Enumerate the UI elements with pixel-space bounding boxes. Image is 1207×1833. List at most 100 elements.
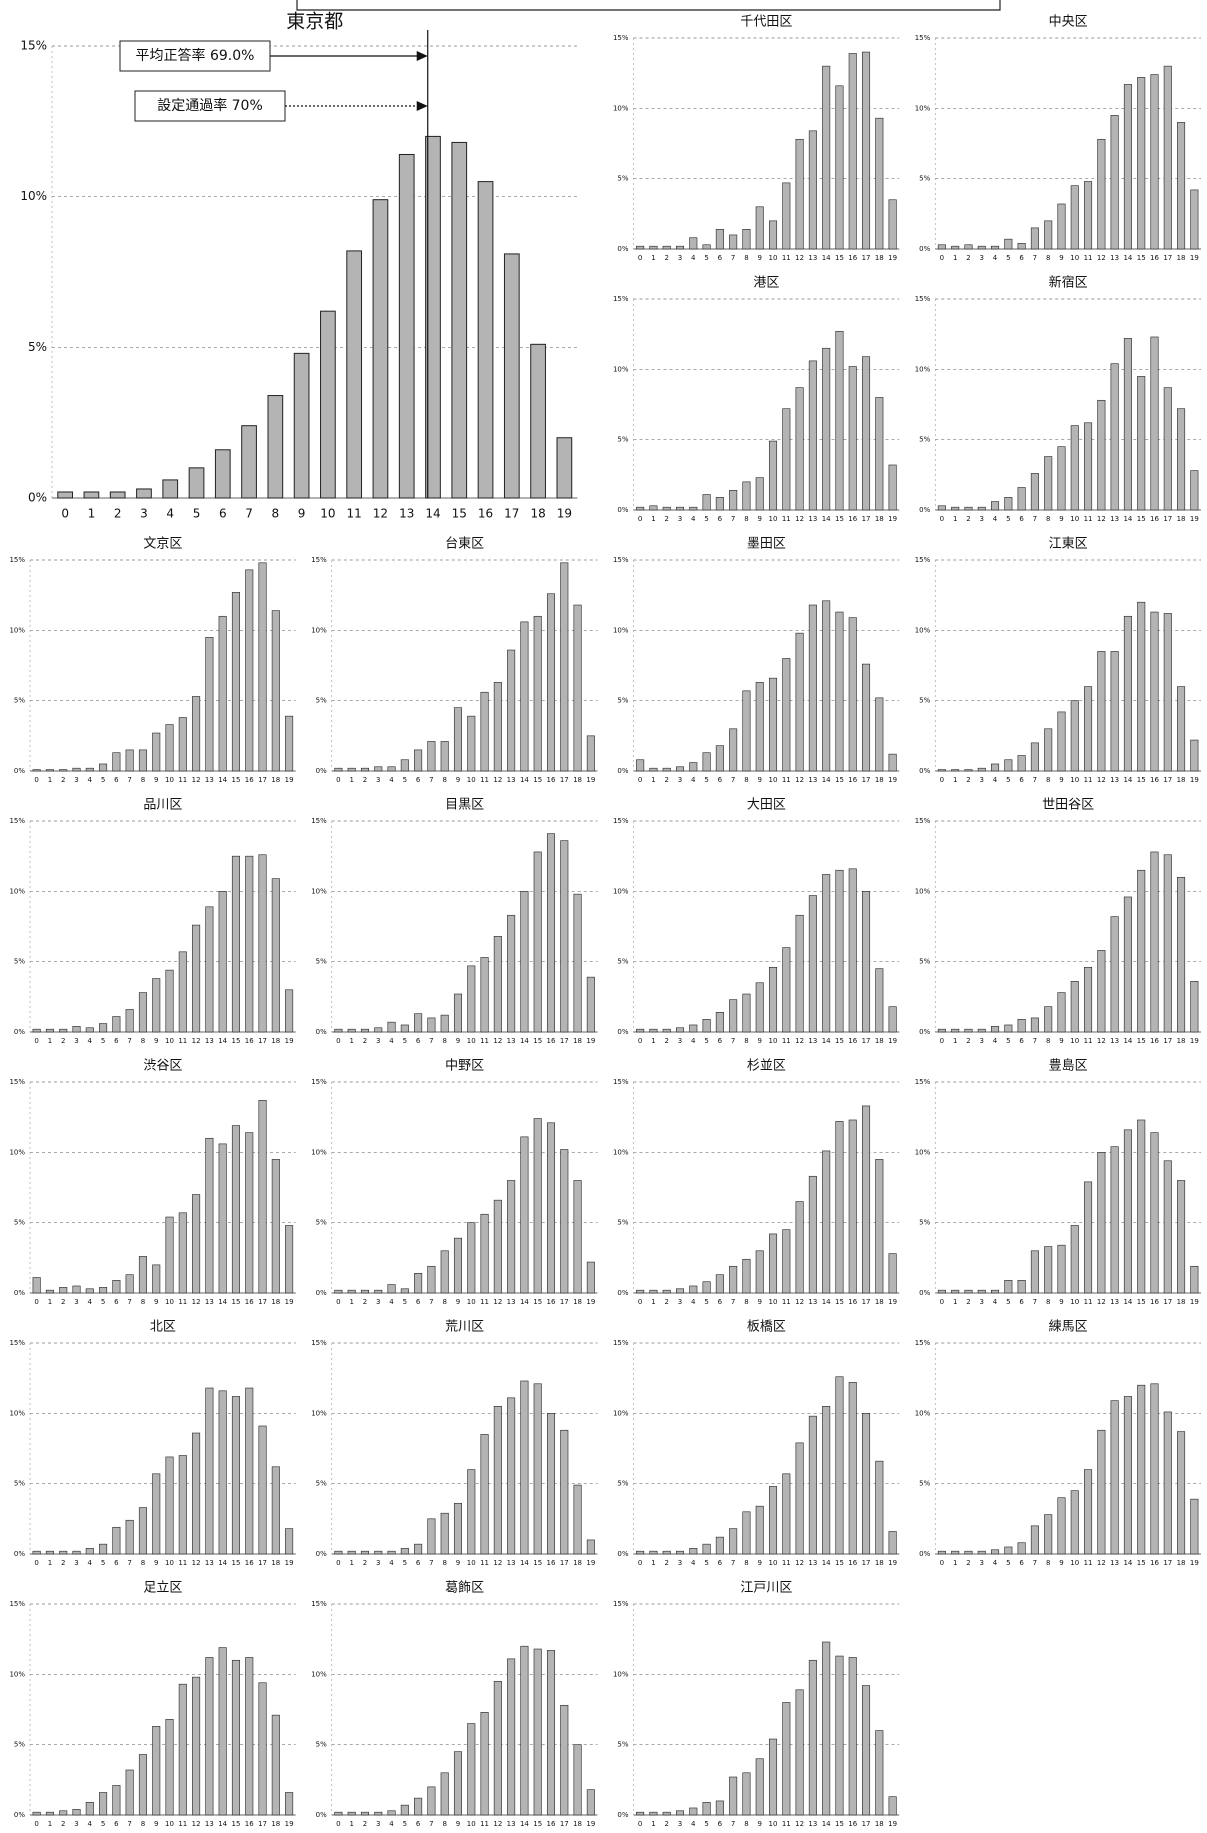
x-tick-label: 12 [493,776,502,784]
x-tick-label: 14 [520,776,529,784]
y-tick-label: 0% [617,506,628,514]
bar [573,893,582,1033]
x-tick-label: 16 [245,1298,254,1306]
x-tick-label: 2 [664,254,668,262]
x-tick-label: 7 [429,1559,433,1567]
x-tick-label: 2 [363,1298,367,1306]
x-tick-label: 8 [1046,1037,1050,1045]
x-tick-label: 10 [467,1037,476,1045]
bar [520,1136,529,1294]
x-tick-label: 1 [953,254,957,262]
x-tick-label: 5 [403,1298,407,1306]
bar [374,1811,383,1816]
bar [755,1250,764,1294]
bar [1084,422,1093,511]
bar [573,1744,582,1816]
y-tick-label: 0% [919,767,930,775]
bar [755,982,764,1033]
x-tick-label: 5 [704,1037,708,1045]
x-tick-label: 2 [61,1037,65,1045]
x-tick-label: 8 [442,1820,446,1828]
bar [937,1550,946,1555]
bar [520,1380,529,1555]
x-tick-label: 14 [218,1298,227,1306]
x-tick-label: 1 [953,1298,957,1306]
bar [937,505,946,511]
bar [453,993,463,1033]
bar [245,1132,254,1294]
x-tick-label: 3 [980,776,984,784]
x-tick-label: 14 [425,507,440,521]
x-tick-label: 5 [1006,254,1010,262]
bar [795,632,804,772]
x-tick-label: 8 [744,1037,748,1045]
x-tick-label: 9 [757,1298,761,1306]
x-tick-label: 14 [822,1037,831,1045]
bar [822,1150,831,1294]
bar [795,914,804,1033]
x-tick-label: 12 [795,1298,804,1306]
x-tick-label: 1 [651,1559,655,1567]
y-tick-label: 5% [617,175,628,183]
bar [951,506,960,511]
bar [374,1027,383,1033]
x-tick-label: 7 [731,515,735,523]
bar [1123,615,1132,772]
x-tick-label: 11 [1084,1559,1093,1567]
bar [347,1550,356,1555]
bar [493,1406,502,1555]
bar [977,767,986,772]
bar [414,1543,423,1555]
x-tick-label: 13 [808,1298,817,1306]
bar [1123,338,1132,511]
bar [258,1682,267,1816]
bar [1177,1431,1186,1555]
bar [271,878,280,1033]
bar [400,1288,409,1294]
bar [493,1199,502,1294]
bar [782,1702,791,1816]
y-tick-label: 0% [919,1028,930,1036]
x-tick-label: 14 [1123,1298,1132,1306]
x-tick-label: 5 [1006,515,1010,523]
x-tick-label: 15 [835,515,844,523]
chart-title: 墨田区 [747,537,786,552]
bar [689,1285,698,1294]
bar [546,1413,556,1555]
bar [977,506,986,511]
bar [875,1730,884,1816]
x-tick-label: 8 [1046,515,1050,523]
bar [112,752,121,772]
x-tick-label: 4 [88,1820,93,1828]
x-tick-label: 0 [940,1037,944,1045]
bar [347,767,356,772]
bar [1163,1411,1172,1555]
x-tick-label: 9 [757,776,761,784]
x-tick-label: 11 [1084,254,1093,262]
y-tick-label: 5% [617,436,628,444]
x-tick-label: 5 [101,1298,105,1306]
bar [649,1811,658,1816]
bar [152,732,161,772]
y-tick-label: 5% [617,1480,628,1488]
bar [875,1460,884,1555]
bar [400,759,409,772]
bar [636,759,645,772]
x-tick-label: 8 [744,1298,748,1306]
bar [1004,1546,1013,1555]
bar [1150,1383,1159,1555]
bar [546,593,556,772]
x-tick-label: 3 [678,776,682,784]
bar [848,366,857,511]
bar [822,347,831,511]
bar [192,1432,201,1555]
chart-title: 豊島区 [1049,1059,1088,1074]
x-tick-label: 1 [953,1559,957,1567]
x-tick-label: 14 [822,515,831,523]
x-tick-label: 4 [993,254,998,262]
bar [1190,739,1199,772]
x-tick-label: 2 [966,254,970,262]
bar [951,1550,960,1555]
x-tick-label: 9 [154,1298,158,1306]
x-tick-label: 7 [731,776,735,784]
